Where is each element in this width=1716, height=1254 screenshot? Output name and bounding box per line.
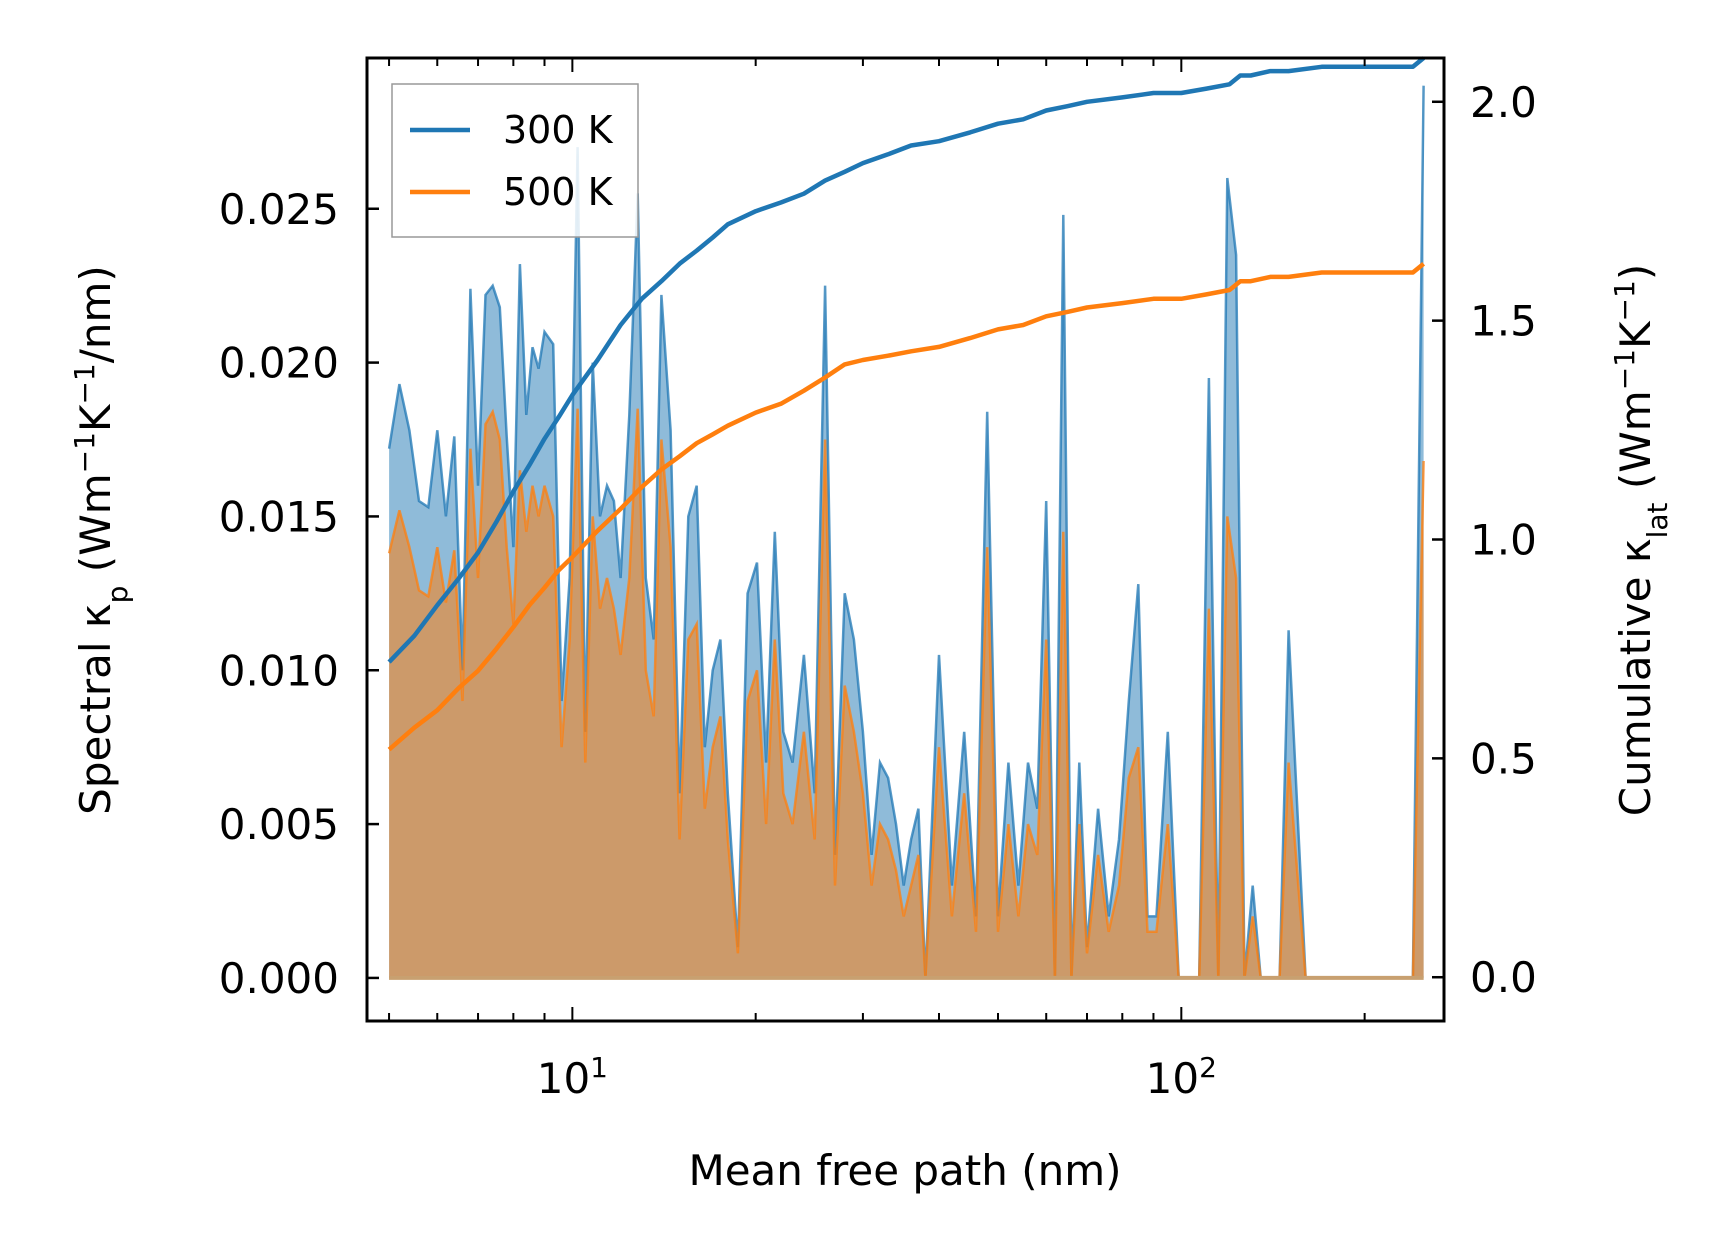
y-right-tick-label: 1.5 <box>1470 297 1537 346</box>
legend-label-500k: 500 K <box>503 170 614 214</box>
y-axis-label-right: Cumulative κlat (Wm−1K−1) <box>1608 264 1674 816</box>
legend-box <box>391 83 639 238</box>
y-left-tick-label: 0.020 <box>219 339 339 388</box>
y-left-tick-label: 0.000 <box>219 954 339 1003</box>
y-left-tick-label: 0.015 <box>219 492 339 541</box>
cumulative-line-500k <box>387 261 1426 752</box>
cumulative-line-300k <box>387 56 1426 664</box>
x-axis-label: Mean free path (nm) <box>688 1146 1121 1195</box>
y-left-tick-label: 0.010 <box>219 646 339 695</box>
spectral-fill-500k <box>389 408 1424 978</box>
y-right-tick-label: 0.5 <box>1470 734 1537 783</box>
y-right-tick-label: 1.0 <box>1470 516 1537 565</box>
spectral-fills <box>387 85 1425 980</box>
y-left-tick-label: 0.005 <box>219 800 339 849</box>
y-left-tick-label: 0.025 <box>219 185 339 234</box>
x-tick-label: 101 <box>537 1051 608 1104</box>
legend: 300 K 500 K <box>391 83 639 238</box>
y-right-tick-label: 2.0 <box>1470 78 1537 127</box>
x-tick-label: 102 <box>1146 1051 1217 1104</box>
legend-label-300k: 300 K <box>503 108 614 152</box>
y-right-tick-label: 0.0 <box>1470 953 1537 1002</box>
y-axis-label-left: Spectral κp (Wm−1K−1/nm) <box>68 265 134 815</box>
data-lines <box>387 56 1426 752</box>
axis-tick-labels: 0.000 0.005 0.010 0.015 0.020 0.025 0.0 0.5 1.0 1… <box>219 78 1537 1103</box>
plot-frame <box>365 56 1446 1023</box>
